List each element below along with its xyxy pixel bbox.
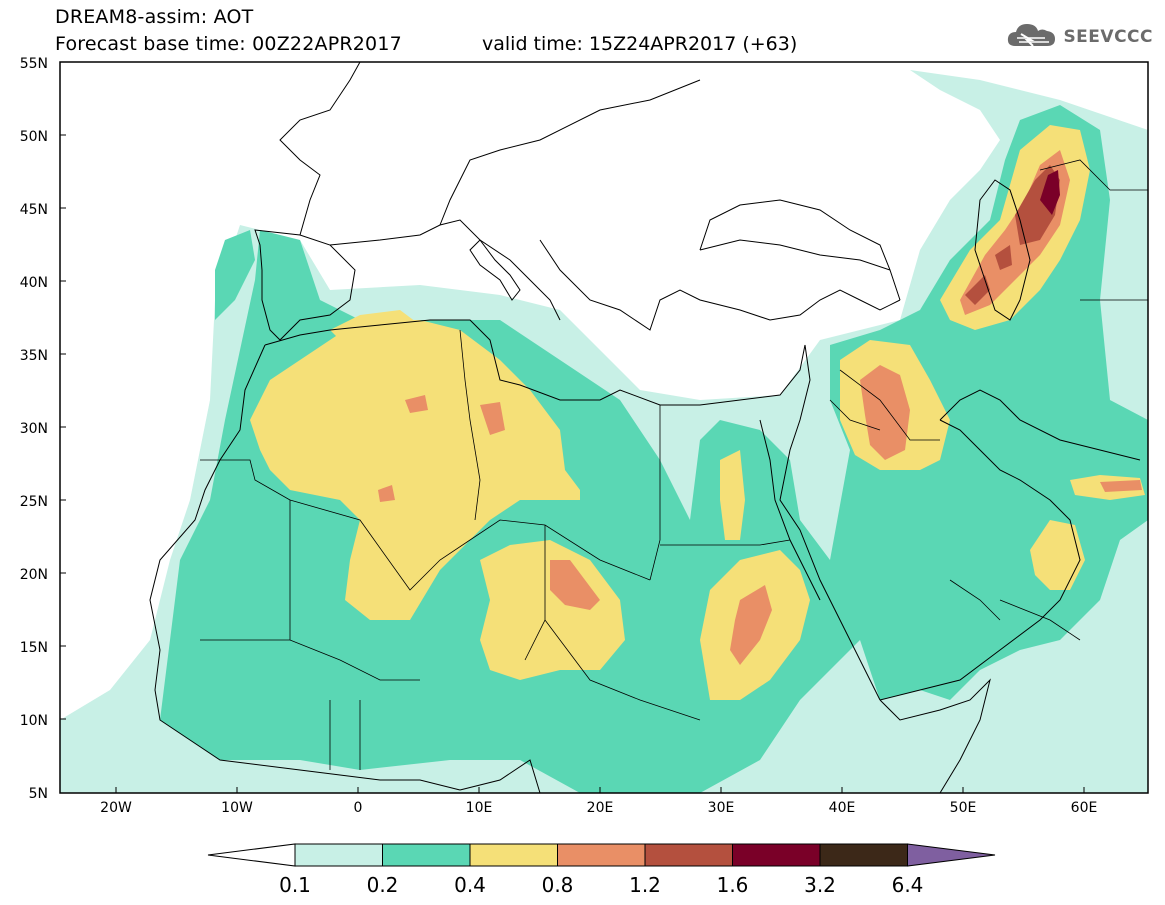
forecast-base-time: Forecast base time: 00Z22APR2017 — [55, 33, 402, 55]
logo-text: SEEVCCC — [1063, 27, 1153, 47]
colorbar-swatch — [469, 843, 558, 867]
lat-label: 20N — [20, 567, 48, 583]
colorbar-swatch — [732, 843, 821, 867]
colorbar-swatch — [819, 843, 908, 867]
lat-label: 55N — [20, 56, 48, 72]
cloud-icon — [1005, 20, 1059, 54]
lat-label: 5N — [29, 786, 48, 802]
lat-label: 30N — [20, 421, 48, 437]
colorbar-label: 0.4 — [454, 873, 486, 897]
colorbar-label: 0.1 — [279, 873, 311, 897]
lat-label: 25N — [20, 494, 48, 510]
valid-time: valid time: 15Z24APR2017 (+63) — [482, 33, 798, 55]
colorbar-labels: 0.1 0.2 0.4 0.8 1.2 1.6 3.2 6.4 — [279, 873, 923, 897]
lon-axis: 20W 10W 0 10E 20E 30E 40E 50E 60E — [100, 800, 1097, 816]
lat-label: 10N — [20, 713, 48, 729]
map-title: DREAM8-assim: AOT — [55, 6, 254, 28]
lon-label: 40E — [829, 800, 856, 816]
lon-label: 20W — [100, 800, 132, 816]
colorbar-low-arrow — [207, 843, 296, 867]
lat-label: 40N — [20, 275, 48, 291]
lon-label: 10W — [221, 800, 253, 816]
colorbar-swatch — [382, 843, 471, 867]
lat-label: 15N — [20, 640, 48, 656]
colorbar-swatch — [294, 843, 383, 867]
lon-label: 50E — [950, 800, 977, 816]
seevccc-logo: SEEVCCC — [1005, 20, 1153, 54]
colorbar — [207, 843, 996, 867]
colorbar-label: 3.2 — [804, 873, 836, 897]
lat-label: 35N — [20, 348, 48, 364]
lon-label: 60E — [1071, 800, 1098, 816]
lat-label: 50N — [20, 129, 48, 145]
lon-label: 30E — [708, 800, 735, 816]
colorbar-label: 1.2 — [629, 873, 661, 897]
lon-label: 0 — [354, 800, 363, 816]
colorbar-label: 0.2 — [367, 873, 399, 897]
lat-label: 45N — [20, 202, 48, 218]
colorbar-label: 0.8 — [542, 873, 574, 897]
colorbar-label: 1.6 — [717, 873, 749, 897]
aot-field — [60, 62, 1148, 793]
lat-axis: 55N 50N 45N 40N 35N 30N 25N 20N 15N 10N … — [20, 56, 48, 802]
lon-label: 20E — [587, 800, 614, 816]
colorbar-swatch — [644, 843, 733, 867]
colorbar-high-arrow — [907, 843, 996, 867]
colorbar-label: 6.4 — [892, 873, 924, 897]
lon-label: 10E — [466, 800, 493, 816]
colorbar-swatch — [557, 843, 646, 867]
